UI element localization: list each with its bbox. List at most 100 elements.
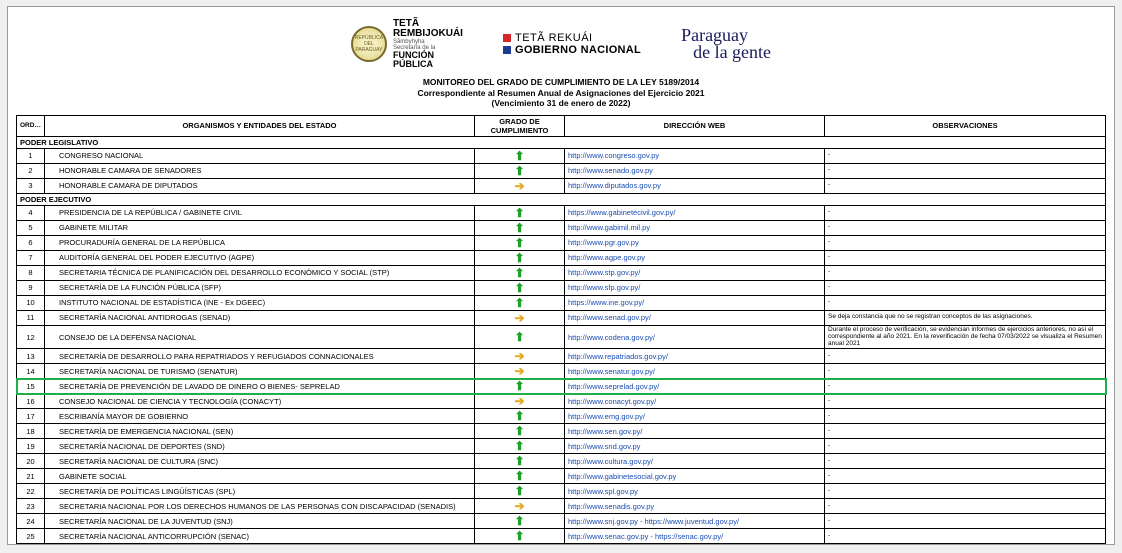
cell-web[interactable]: http://www.pgr.gov.py <box>565 235 825 250</box>
cell-orden: 15 <box>17 379 45 394</box>
title-l1: MONITOREO DEL GRADO DE CUMPLIMIENTO DE L… <box>16 77 1106 88</box>
cell-web[interactable]: http://www.snj.gov.py - https://www.juve… <box>565 514 825 529</box>
cell-grado: ⬆ <box>475 280 565 295</box>
cell-organismo: PRESIDENCIA DE LA REPÚBLICA / GABINETE C… <box>45 205 475 220</box>
cell-web[interactable]: http://www.seprelad.gov.py/ <box>565 379 825 394</box>
table-header-row: ORDEN ORGANISMOS Y ENTIDADES DEL ESTADO … <box>17 115 1106 136</box>
cell-web[interactable]: http://www.emg.gov.py/ <box>565 409 825 424</box>
cell-grado: ⬆ <box>475 220 565 235</box>
cell-web[interactable]: http://www.conacyt.gov.py/ <box>565 394 825 409</box>
cell-grado: ➔ <box>475 349 565 364</box>
cell-organismo: SECRETARÍA DE DESARROLLO PARA REPATRIADO… <box>45 349 475 364</box>
cell-web[interactable]: http://www.senac.gov.py - https://senac.… <box>565 529 825 544</box>
cell-organismo: GABINETE MILITAR <box>45 220 475 235</box>
col-grado: GRADO DECUMPLIMIENTO <box>475 115 565 136</box>
cell-organismo: HONORABLE CAMARA DE SENADORES <box>45 163 475 178</box>
cell-grado: ⬆ <box>475 484 565 499</box>
cell-orden: 2 <box>17 163 45 178</box>
cell-orden: 9 <box>17 280 45 295</box>
cell-organismo: SECRETARÍA NACIONAL DE DEPORTES (SND) <box>45 439 475 454</box>
arrow-rt-icon: ➔ <box>514 365 524 377</box>
cell-web[interactable]: http://www.repatriados.gov.py/ <box>565 349 825 364</box>
cell-organismo: SECRETARIA TÉCNICA DE PLANIFICACIÓN DEL … <box>45 265 475 280</box>
cell-web[interactable]: http://www.senad.gov.py/ <box>565 310 825 325</box>
cell-orden: 25 <box>17 529 45 544</box>
cell-obs: - <box>825 439 1106 454</box>
cell-web[interactable]: http://www.cultura.gov.py/ <box>565 454 825 469</box>
cell-grado: ⬆ <box>475 148 565 163</box>
table-row: 5GABINETE MILITAR⬆http://www.gabimil.mil… <box>17 220 1106 235</box>
section-header: PODER LEGISLATIVO <box>17 136 1106 148</box>
cell-organismo: SECRETARÍA DE PREVENCIÓN DE LAVADO DE DI… <box>45 379 475 394</box>
cell-obs: - <box>825 163 1106 178</box>
cell-web[interactable]: http://www.senado.gov.py <box>565 163 825 178</box>
arrow-rt-icon: ➔ <box>514 500 524 512</box>
cell-web[interactable]: http://www.senatur.gov.py/ <box>565 364 825 379</box>
cell-web[interactable]: http://www.sen.gov.py/ <box>565 424 825 439</box>
cell-web[interactable]: https://www.gabinetecivil.gov.py/ <box>565 205 825 220</box>
cell-web[interactable]: http://www.spl.gov.py <box>565 484 825 499</box>
cell-web[interactable]: http://www.agpe.gov.py <box>565 250 825 265</box>
arrow-rt-icon: ➔ <box>514 180 524 192</box>
cell-web[interactable]: http://www.senadis.gov.py <box>565 499 825 514</box>
cell-orden: 16 <box>17 394 45 409</box>
logo-gobierno: TETÃ REKUÁI GOBIERNO NACIONAL <box>503 32 641 56</box>
arrow-up-icon: ⬆ <box>514 150 524 162</box>
arrow-up-icon: ⬆ <box>514 485 524 497</box>
cell-obs: - <box>825 424 1106 439</box>
table-row: 3HONORABLE CAMARA DE DIPUTADOS➔http://ww… <box>17 178 1106 193</box>
cell-obs: - <box>825 484 1106 499</box>
cell-organismo: SECRETARÍA NACIONAL ANTICORRUPCIÓN (SENA… <box>45 529 475 544</box>
title-l3: (Vencimiento 31 de enero de 2022) <box>16 98 1106 109</box>
cell-obs: - <box>825 409 1106 424</box>
arrow-up-icon: ⬆ <box>514 515 524 527</box>
cell-web[interactable]: http://www.sfp.gov.py/ <box>565 280 825 295</box>
cell-grado: ⬆ <box>475 235 565 250</box>
cell-web[interactable]: http://www.snd.gov.py <box>565 439 825 454</box>
cell-grado: ⬆ <box>475 325 565 348</box>
arrow-up-icon: ⬆ <box>514 380 524 392</box>
red-square-icon <box>503 34 511 42</box>
cell-orden: 13 <box>17 349 45 364</box>
slogan-l2: de la gente <box>693 44 771 61</box>
cell-orden: 21 <box>17 469 45 484</box>
cell-orden: 6 <box>17 235 45 250</box>
slogan: Paraguay de la gente <box>681 27 771 61</box>
cell-organismo: SECRETARIA NACIONAL POR LOS DERECHOS HUM… <box>45 499 475 514</box>
table-row: 9SECRETARÍA DE LA FUNCIÓN PÚBLICA (SFP)⬆… <box>17 280 1106 295</box>
cell-obs: - <box>825 250 1106 265</box>
cell-orden: 3 <box>17 178 45 193</box>
cell-grado: ➔ <box>475 310 565 325</box>
col-web: DIRECCIÓN WEB <box>565 115 825 136</box>
cell-grado: ⬆ <box>475 205 565 220</box>
arrow-up-icon: ⬆ <box>514 237 524 249</box>
cell-obs: - <box>825 148 1106 163</box>
cell-obs: - <box>825 364 1106 379</box>
cell-web[interactable]: http://www.gabinetesocial.gov.py <box>565 469 825 484</box>
cell-obs: - <box>825 379 1106 394</box>
table-row: 22SECRETARÍA DE POLÍTICAS LINGÜÍSTICAS (… <box>17 484 1106 499</box>
cell-web[interactable]: https://www.ine.gov.py/ <box>565 295 825 310</box>
arrow-rt-icon: ➔ <box>514 312 524 324</box>
cell-obs: - <box>825 514 1106 529</box>
sfp-text: TETÃ REMBIJOKUÁI Sãmbyhyha Secretaría de… <box>393 19 463 69</box>
cell-web[interactable]: http://www.codena.gov.py/ <box>565 325 825 348</box>
cell-grado: ⬆ <box>475 439 565 454</box>
cell-web[interactable]: http://www.congreso.gov.py <box>565 148 825 163</box>
cell-orden: 8 <box>17 265 45 280</box>
cell-grado: ⬆ <box>475 409 565 424</box>
cell-web[interactable]: http://www.stp.gov.py/ <box>565 265 825 280</box>
col-obs: OBSERVACIONES <box>825 115 1106 136</box>
cell-obs: - <box>825 295 1106 310</box>
table-row: 1CONGRESO NACIONAL⬆http://www.congreso.g… <box>17 148 1106 163</box>
arrow-up-icon: ⬆ <box>514 207 524 219</box>
cell-grado: ➔ <box>475 178 565 193</box>
cell-grado: ⬆ <box>475 379 565 394</box>
teta-l6: PÚBLICA <box>393 60 463 69</box>
cell-web[interactable]: http://www.gabimil.mil.py <box>565 220 825 235</box>
cell-organismo: SECRETARÍA NACIONAL DE CULTURA (SNC) <box>45 454 475 469</box>
arrow-up-icon: ⬆ <box>514 410 524 422</box>
arrow-up-icon: ⬆ <box>514 297 524 309</box>
cell-web[interactable]: http://www.diputados.gov.py <box>565 178 825 193</box>
table-row: 13SECRETARÍA DE DESARROLLO PARA REPATRIA… <box>17 349 1106 364</box>
